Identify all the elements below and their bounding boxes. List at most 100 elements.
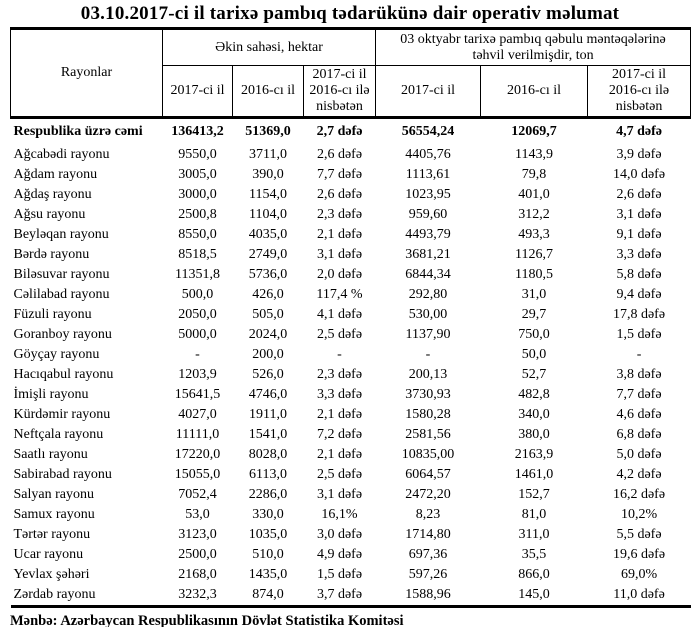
table-row: Bərdə rayonu 8518,5 2749,0 3,1 dəfə 3681,21 1… xyxy=(11,245,691,265)
table-row: Cəlilabad rayonu 500,0 426,0 117,4 % 292,80 3… xyxy=(11,285,691,305)
cell-value: 6064,57 xyxy=(405,467,451,482)
cell-value: 330,0 xyxy=(252,507,284,522)
cell-value: 4405,76 xyxy=(405,147,451,162)
cell-value: 56554,24 xyxy=(401,124,455,139)
cell-value: 3730,93 xyxy=(405,387,451,402)
rayon-name: Sabirabad rayonu xyxy=(13,467,112,482)
cell-value: 426,0 xyxy=(252,287,284,302)
rayon-name: Zərdab rayonu xyxy=(13,587,96,602)
cell-value: 3,0 dəfə xyxy=(316,527,363,542)
cell-value: 52,7 xyxy=(521,367,547,382)
cell-value: 3,9 dəfə xyxy=(616,147,662,162)
rayon-name: Saatlı rayonu xyxy=(13,447,88,462)
table-row: Hacıqabul rayonu 1203,9 526,0 2,3 dəfə 200,1… xyxy=(11,365,691,385)
cell-value: 505,0 xyxy=(252,307,284,322)
table-row: Ucar rayonu 2500,0 510,0 4,9 dəfə 697,36 35,5… xyxy=(11,545,691,565)
rayon-name: Hacıqabul rayonu xyxy=(13,367,114,382)
table-body: Respublika üzrə cəmi 136413,2 51369,0 2,7 d… xyxy=(11,118,691,607)
cell-value: 4,1 dəfə xyxy=(316,307,363,322)
rayon-name: Beyləqan rayonu xyxy=(13,227,109,242)
cell-value: 2,7 dəfə xyxy=(316,124,363,139)
table-row: Ağsu rayonu 2500,8 1104,0 2,3 dəfə 959,60 312… xyxy=(11,205,691,225)
cell-value: 2472,20 xyxy=(405,487,451,502)
table-row: Beyləqan rayonu 8550,0 4035,0 2,1 dəfə 4493,… xyxy=(11,225,691,245)
page-title: 03.10.2017-ci il tarixə pambıq tədarükün… xyxy=(80,3,620,24)
table-row: Yevlax şəhəri 2168,0 1435,0 1,5 dəfə 597,26 8… xyxy=(11,565,691,585)
cell-value: 2581,56 xyxy=(405,427,451,442)
cell-value: 81,0 xyxy=(521,507,547,522)
col-header-rayonlar: Rayonlar xyxy=(10,28,163,119)
cell-value: 3005,0 xyxy=(178,167,217,182)
cell-value: 340,0 xyxy=(518,407,550,422)
cell-value: 2,5 dəfə xyxy=(316,467,363,482)
cell-value: 10,2% xyxy=(620,507,658,522)
cell-value: 51369,0 xyxy=(245,124,291,139)
rayon-name: Ağsu rayonu xyxy=(13,207,86,222)
cell-value: 4027,0 xyxy=(178,407,217,422)
cell-value: 4746,0 xyxy=(248,387,288,402)
cell-value: 866,0 xyxy=(518,567,550,582)
cell-value: 4,6 dəfə xyxy=(616,407,662,422)
cell-value: 2,1 dəfə xyxy=(316,227,363,242)
cell-value: 17,8 dəfə xyxy=(612,307,666,322)
table-row: Samux rayonu 53,0 330,0 16,1% 8,23 81,0 10,2% xyxy=(11,505,691,525)
cell-value: 526,0 xyxy=(252,367,284,382)
rayon-name: Salyan rayonu xyxy=(13,487,94,502)
cell-value: 2,0 dəfə xyxy=(316,267,363,282)
rayon-name: Ağdam rayonu xyxy=(13,167,98,182)
rayon-name: Ucar rayonu xyxy=(13,547,84,562)
cell-value: 15055,0 xyxy=(174,467,221,482)
cell-value: 16,1% xyxy=(321,507,358,522)
cell-value: 3,3 dəfə xyxy=(616,247,662,262)
cell-value: 17220,0 xyxy=(174,447,221,462)
source-note: Mənbə: Azərbaycan Respublikasının Dövlət… xyxy=(10,613,404,627)
col-header-tehvil-2016: 2016-cı il xyxy=(480,65,589,119)
cell-value: 69,0% xyxy=(620,567,658,582)
cell-value: 31,0 xyxy=(521,287,547,302)
cell-value: 7,2 dəfə xyxy=(316,427,363,442)
table-row: Göyçay rayonu - 200,0 - - 50,0 - xyxy=(11,345,691,365)
cell-value: 9550,0 xyxy=(178,147,217,162)
cell-value: 6844,34 xyxy=(405,267,451,282)
rayon-name: Füzuli rayonu xyxy=(13,307,92,322)
table-row: Saatlı rayonu 17220,0 8028,0 2,1 dəfə 10835,… xyxy=(11,445,691,465)
cell-value: 1461,0 xyxy=(514,467,554,482)
header-group-row: Rayonlar Əkin sahəsi, hektar 03 oktyabr … xyxy=(10,28,692,119)
cell-value: 1137,90 xyxy=(405,327,451,342)
cell-value: 8028,0 xyxy=(248,447,288,462)
cell-value: 530,00 xyxy=(408,307,448,322)
col-group-tehvil-verilmisdir: 03 oktyabr tarixə pambıq qəbulu məntəqəl… xyxy=(375,28,692,66)
cell-value: 597,26 xyxy=(408,567,448,582)
cell-value: 2,6 dəfə xyxy=(316,187,363,202)
col-group-ekin-sahesi: Əkin sahəsi, hektar xyxy=(161,28,377,66)
cell-value: 7,7 dəfə xyxy=(616,387,662,402)
cell-value: 390,0 xyxy=(252,167,284,182)
cell-value: 1435,0 xyxy=(248,567,288,582)
cell-value: - xyxy=(425,347,431,362)
cell-value: 4,9 dəfə xyxy=(316,547,363,562)
rayon-name: Tərtər rayonu xyxy=(13,527,91,542)
table-row: Goranboy rayonu 5000,0 2024,0 2,5 dəfə 1137,… xyxy=(11,325,691,345)
cell-value: 117,4 % xyxy=(316,287,363,302)
cell-value: 493,3 xyxy=(518,227,550,242)
rayon-name: Neftçala rayonu xyxy=(13,427,104,442)
cell-value: 1203,9 xyxy=(178,367,217,382)
cell-value: 482,8 xyxy=(518,387,550,402)
rayon-name: Ağdaş rayonu xyxy=(13,187,92,202)
table-row: Zərdab rayonu 3232,3 874,0 3,7 dəfə 1588,96 1… xyxy=(11,585,691,607)
cell-value: 2,6 dəfə xyxy=(316,147,363,162)
cell-value: 5000,0 xyxy=(178,327,217,342)
rayon-name: Biləsuvar rayonu xyxy=(13,267,110,282)
cell-value: 8550,0 xyxy=(178,227,217,242)
rayon-name: İmişli rayonu xyxy=(13,387,89,402)
cell-value: 1126,7 xyxy=(515,247,553,262)
cell-value: 11351,8 xyxy=(175,267,220,282)
table-header: Rayonlar Əkin sahəsi, hektar 03 oktyabr … xyxy=(10,28,692,119)
cell-value: 29,7 xyxy=(521,307,547,322)
cell-value: 5,0 dəfə xyxy=(616,447,662,462)
col-header-tehvil-nisbeten: 2017-ci il 2016-cı ilə nisbətən xyxy=(587,65,692,119)
cell-value: 2,3 dəfə xyxy=(316,207,363,222)
col-header-ekin-2017: 2017-ci il xyxy=(162,65,233,119)
cell-value: 19,6 dəfə xyxy=(612,547,666,562)
cell-value: 136413,2 xyxy=(171,124,224,139)
